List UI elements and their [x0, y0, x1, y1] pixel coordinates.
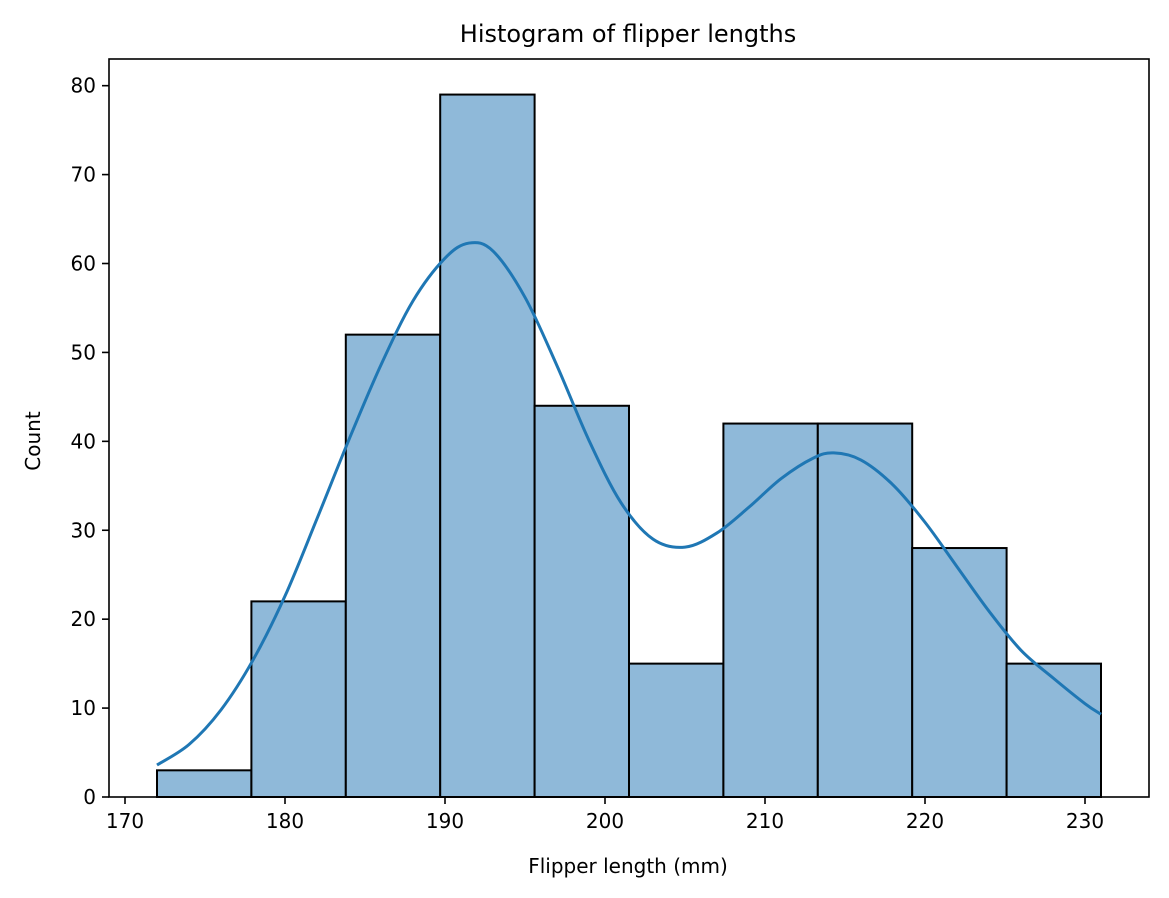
x-tick-label-180: 180	[266, 809, 304, 833]
x-tick-label-210: 210	[746, 809, 784, 833]
y-tick-label-70: 70	[71, 163, 96, 187]
histogram-bar-7	[722, 422, 819, 798]
kde-curve	[156, 241, 1102, 767]
y-axis-ticks: 0 10 20 30 40 50 60 70 80	[71, 74, 109, 809]
histogram-bar-5	[533, 404, 630, 798]
plot-frame	[108, 58, 1150, 798]
x-tick-label-170: 170	[106, 809, 144, 833]
histogram-bar-10	[1005, 662, 1102, 799]
y-tick-label-20: 20	[71, 607, 96, 631]
bars-group	[156, 93, 1102, 799]
histogram-bar-8	[816, 422, 914, 798]
x-tick-label-230: 230	[1066, 809, 1104, 833]
y-tick-label-40: 40	[71, 429, 96, 453]
x-tick-label-220: 220	[906, 809, 944, 833]
x-axis-label: Flipper length (mm)	[528, 854, 728, 878]
histogram-bar-2	[250, 600, 347, 799]
histogram-bar-6	[628, 662, 725, 799]
x-axis-ticks: 170 180 190 200 210 220 230	[106, 797, 1104, 833]
y-tick-label-10: 10	[71, 696, 96, 720]
y-tick-label-60: 60	[71, 252, 96, 276]
y-tick-label-30: 30	[71, 518, 96, 542]
x-tick-label-190: 190	[426, 809, 464, 833]
histogram-bar-1	[156, 769, 253, 799]
y-tick-label-50: 50	[71, 340, 96, 364]
y-tick-label-80: 80	[71, 74, 96, 98]
histogram-bar-9	[911, 547, 1008, 798]
x-tick-label-200: 200	[586, 809, 624, 833]
y-axis-label: Count	[21, 411, 45, 471]
y-tick-label-0: 0	[83, 785, 96, 809]
histogram-bar-4	[439, 93, 536, 798]
histogram-bar-3	[344, 333, 442, 798]
chart-title: Histogram of flipper lengths	[460, 20, 796, 48]
